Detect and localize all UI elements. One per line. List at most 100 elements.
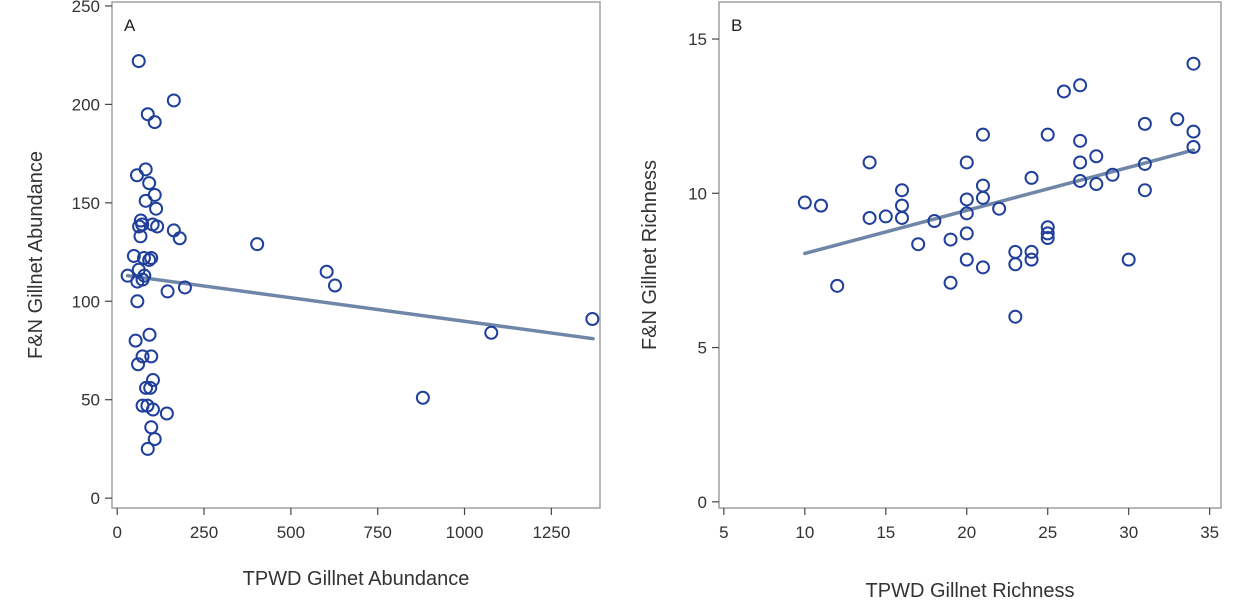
data-point-b-12 — [943, 275, 958, 290]
data-point-b-11 — [943, 232, 958, 247]
y-axis-label-a: F&N Gillnet Abundance — [25, 151, 47, 359]
data-point-a-40 — [143, 380, 158, 395]
data-point-b-29 — [1040, 127, 1055, 142]
data-point-a-6 — [142, 176, 157, 191]
y-tick-label-a-3: 150 — [72, 194, 100, 213]
fit-line-group-a — [125, 273, 595, 341]
data-point-b-3 — [862, 155, 877, 170]
tick-labels-a: 0 250 500 750 1000 1250 0 50 100 150 200 250 — [72, 0, 571, 542]
data-point-b-8 — [894, 210, 909, 225]
x-tick-label-a-4: 1000 — [446, 523, 484, 542]
y-tick-label-a-4: 200 — [72, 95, 100, 114]
data-point-b-6 — [894, 183, 909, 198]
data-point-a-9 — [149, 201, 164, 216]
data-point-a-38 — [145, 373, 160, 388]
data-point-b-39 — [1089, 177, 1104, 192]
panel-label-a: A — [124, 16, 136, 35]
data-point-a-37 — [131, 357, 146, 372]
data-point-a-21 — [126, 248, 141, 263]
data-point-b-25 — [1008, 309, 1023, 324]
data-point-b-21 — [975, 260, 990, 275]
data-point-b-15 — [959, 206, 974, 221]
data-point-a-47 — [140, 441, 155, 456]
data-point-a-14 — [150, 219, 165, 234]
data-point-b-47 — [1186, 124, 1201, 139]
data-point-a-49 — [484, 325, 499, 340]
data-point-b-32 — [1040, 231, 1055, 246]
x-tick-label-a-0: 0 — [112, 523, 121, 542]
data-point-a-20 — [144, 250, 159, 265]
x-tick-label-a-1: 250 — [190, 523, 218, 542]
data-point-b-24 — [1008, 257, 1023, 272]
y-tick-label-a-2: 100 — [72, 292, 100, 311]
data-point-b-13 — [959, 155, 974, 170]
data-point-a-27 — [177, 280, 192, 295]
data-point-b-38 — [1089, 149, 1104, 164]
data-point-b-46 — [1186, 56, 1201, 71]
data-point-b-40 — [1105, 167, 1120, 182]
data-point-a-16 — [133, 229, 148, 244]
data-point-b-27 — [1024, 244, 1039, 259]
data-point-b-31 — [1040, 226, 1055, 241]
data-point-b-41 — [1121, 252, 1136, 267]
data-point-b-44 — [1137, 183, 1152, 198]
y-tick-label-b-1: 5 — [698, 339, 707, 358]
x-tick-label-a-5: 1250 — [532, 523, 570, 542]
data-point-a-2 — [140, 107, 155, 122]
data-point-a-0 — [131, 54, 146, 69]
data-point-b-2 — [830, 278, 845, 293]
data-point-a-34 — [128, 333, 143, 348]
data-point-a-50 — [585, 311, 600, 326]
data-point-b-35 — [1073, 133, 1088, 148]
data-point-a-30 — [319, 264, 334, 279]
x-tick-label-a-2: 500 — [277, 523, 305, 542]
data-point-b-36 — [1073, 155, 1088, 170]
data-point-b-17 — [959, 252, 974, 267]
data-point-a-5 — [130, 168, 145, 183]
data-point-a-36 — [144, 349, 159, 364]
tick-marks-a — [105, 5, 552, 515]
data-point-a-8 — [138, 193, 153, 208]
data-point-b-45 — [1170, 112, 1185, 127]
data-point-a-33 — [142, 327, 157, 342]
data-point-b-4 — [862, 210, 877, 225]
data-point-a-28 — [160, 284, 175, 299]
chart-panel-a: 0 250 500 750 1000 1250 0 50 100 150 200 250 A TPWD… — [25, 0, 601, 590]
tick-marks-b — [712, 38, 1211, 515]
y-tick-label-b-0: 0 — [698, 493, 707, 512]
y-tick-label-a-1: 50 — [81, 391, 100, 410]
data-point-a-43 — [145, 402, 160, 417]
y-tick-label-a-5: 250 — [72, 0, 100, 16]
data-point-a-19 — [142, 252, 157, 267]
panel-label-b: B — [731, 16, 742, 35]
x-tick-label-b-4: 25 — [1038, 523, 1057, 542]
data-point-b-34 — [1073, 78, 1088, 93]
x-tick-label-b-5: 30 — [1119, 523, 1138, 542]
data-point-a-26 — [130, 274, 145, 289]
data-point-b-43 — [1137, 156, 1152, 171]
y-tick-label-b-3: 15 — [688, 30, 707, 49]
data-point-b-18 — [975, 127, 990, 142]
data-points-a — [120, 54, 600, 456]
fit-line-a — [125, 273, 595, 341]
data-point-a-32 — [130, 294, 145, 309]
data-point-a-1 — [166, 93, 181, 108]
data-point-b-10 — [927, 214, 942, 229]
y-tick-label-b-2: 10 — [688, 184, 707, 203]
x-axis-label-a: TPWD Gillnet Abundance — [243, 568, 470, 590]
x-tick-label-b-1: 10 — [795, 523, 814, 542]
data-point-b-20 — [975, 190, 990, 205]
data-point-b-1 — [814, 198, 829, 213]
data-point-b-22 — [992, 201, 1007, 216]
data-point-b-26 — [1024, 170, 1039, 185]
x-tick-label-b-3: 20 — [957, 523, 976, 542]
data-point-a-48 — [415, 390, 430, 405]
data-point-b-16 — [959, 226, 974, 241]
data-point-a-29 — [250, 237, 265, 252]
data-point-b-0 — [797, 195, 812, 210]
data-point-a-46 — [147, 432, 162, 447]
x-axis-label-b: TPWD Gillnet Richness — [866, 580, 1075, 602]
